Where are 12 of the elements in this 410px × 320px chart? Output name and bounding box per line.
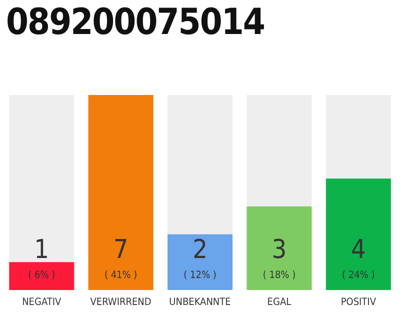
data-label: 2 ( 12% ): [184, 235, 216, 281]
data-label: 4 ( 24% ): [342, 235, 375, 281]
x-tick-label: EGAL: [267, 297, 292, 308]
data-label: 7 ( 41% ): [104, 235, 138, 281]
data-label: 1 ( 6% ): [28, 235, 56, 281]
chart-title: 089200075014: [6, 2, 264, 43]
x-tick-label: NEGATIV: [22, 297, 62, 308]
x-tick-label: VERWIRREND: [90, 297, 152, 308]
data-label: 3 ( 18% ): [262, 235, 296, 281]
x-tick-label: POSITIV: [340, 297, 377, 308]
x-tick-label: UNBEKANNTE: [169, 297, 232, 308]
bar: [9, 262, 74, 290]
